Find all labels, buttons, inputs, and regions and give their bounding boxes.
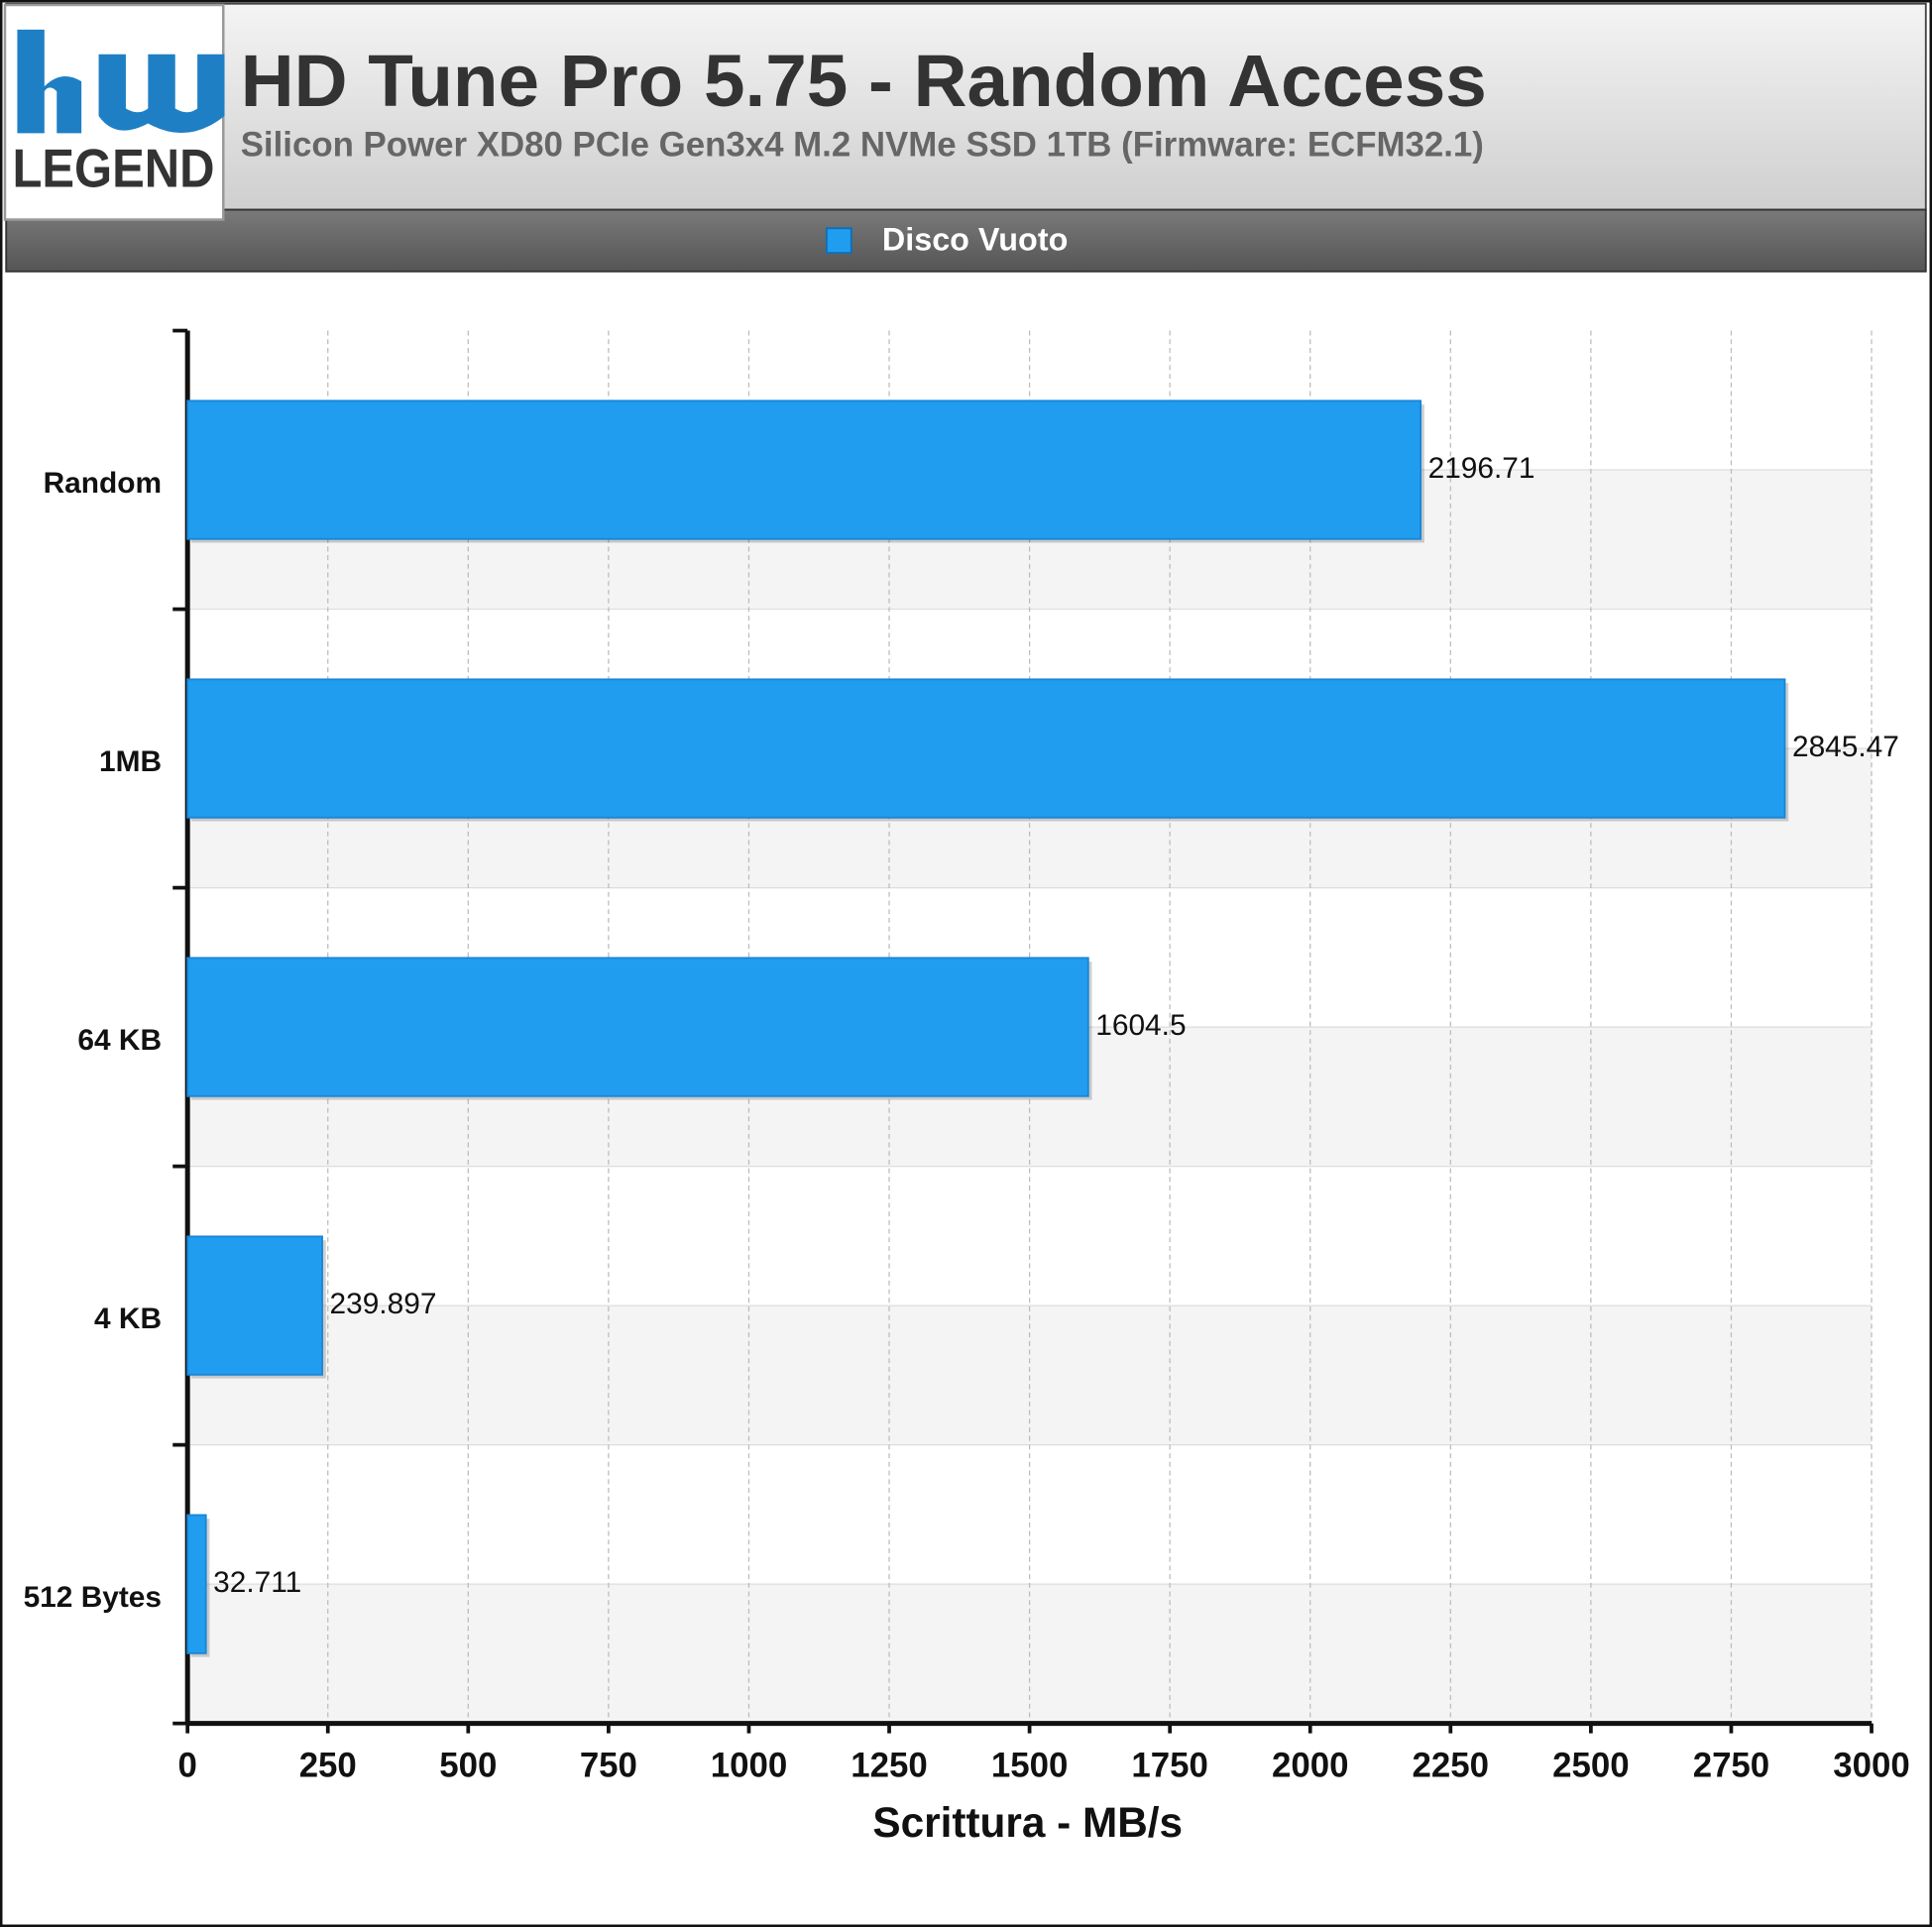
x-tick-label: 1750 [1131,1747,1207,1785]
value-label: 32.711 [213,1566,301,1599]
value-label: 2196.71 [1428,452,1535,485]
x-tick-label: 2500 [1552,1747,1629,1785]
x-tick-label: 500 [439,1747,497,1785]
x-tick-label: 750 [580,1747,637,1785]
bar [186,678,1786,819]
y-tick-label: 512 Bytes [24,1581,162,1614]
bar [186,399,1422,540]
value-label: 239.897 [329,1288,436,1320]
x-tick-label: 1000 [711,1747,787,1785]
header [5,2,1927,211]
x-tick-label: 2000 [1272,1747,1348,1785]
bar [186,1514,207,1654]
value-label: 2845.47 [1792,731,1899,763]
bar [186,957,1089,1097]
logo-text: LEGEND [12,138,214,199]
y-tick-label: 64 KB [77,1024,162,1057]
y-tick-label: 1MB [99,745,162,778]
legend-swatch [825,227,852,255]
legend-label: Disco Vuoto [882,221,1068,257]
logo: LEGEND [3,3,225,221]
x-tick-label: 2750 [1693,1747,1769,1785]
value-label: 1604.5 [1095,1009,1186,1042]
y-tick-label: Random [44,467,162,500]
chart-title: HD Tune Pro 5.75 - Random Access [241,39,1487,122]
x-tick-label: 3000 [1833,1747,1909,1785]
x-tick-label: 2250 [1413,1747,1489,1785]
x-axis-title: Scrittura - MB/s [872,1799,1183,1846]
bar [186,1235,323,1376]
x-tick-label: 1500 [991,1747,1068,1785]
y-tick-label: 4 KB [94,1303,162,1335]
logo-mark [17,29,225,134]
x-tick-label: 250 [299,1747,357,1785]
chart-subtitle: Silicon Power XD80 PCIe Gen3x4 M.2 NVMe … [241,125,1484,164]
legend-bar [5,208,1927,273]
x-tick-label: 1250 [851,1747,927,1785]
x-tick-label: 0 [177,1747,196,1785]
